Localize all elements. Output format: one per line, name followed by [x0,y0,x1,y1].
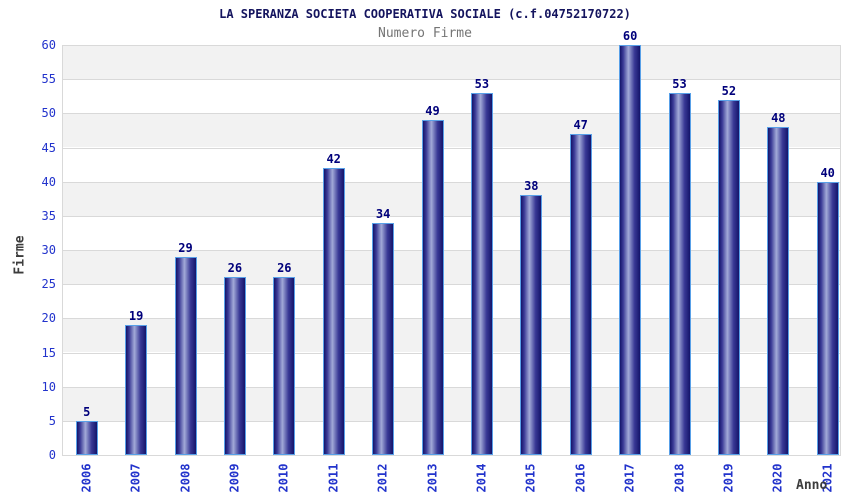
bar-value-label: 34 [375,206,391,221]
bar-value-label: 42 [326,152,341,166]
plot-border [62,45,63,455]
x-tick-label: 2015 [523,463,538,493]
plot-band [62,79,841,114]
x-tick-label: 2011 [326,463,341,493]
bar-value-label: 47 [573,117,588,132]
bar-2018 [668,92,691,455]
bar-2011 [322,168,345,455]
x-tick-label: 2016 [573,463,588,493]
bar-value-label: 26 [277,261,292,276]
gridline [62,181,841,183]
y-tick-label: 10 [41,379,56,394]
bar-2007 [125,325,148,455]
bar-value-label: 26 [227,261,243,276]
bar-2013 [421,120,444,455]
bar-2020 [767,127,790,455]
bar-2017 [619,45,642,455]
y-axis-label: Firme [12,235,28,275]
gridline [62,147,841,149]
y-tick-label: 0 [48,448,56,462]
x-tick-label: 2017 [622,463,637,493]
gridline [62,455,841,456]
bar-value-label: 5 [83,404,91,419]
bar-value-label: 60 [622,29,638,43]
y-tick-label: 50 [41,106,56,121]
x-axis-label: Anno [796,478,828,493]
bar-2016 [569,133,592,455]
gridline [62,420,841,422]
x-tick-label: 2009 [227,463,242,493]
y-tick-label: 45 [41,140,56,155]
x-tick-label: 2006 [79,463,94,493]
bar-2008 [174,256,197,455]
chart-subtitle: Numero Firme [378,26,472,41]
x-tick-label: 2019 [721,463,736,493]
bar-2015 [520,195,543,455]
bar-value-label: 40 [820,165,835,180]
y-tick-label: 20 [41,311,56,326]
x-tick-label: 2018 [672,463,686,493]
bar-2019 [717,99,740,455]
y-tick-label: 35 [41,208,56,223]
gridline [62,318,841,320]
bar-2009 [223,277,246,455]
gridline [62,284,841,286]
bar-2012 [372,222,395,455]
bar-value-label: 48 [771,111,786,125]
bar-2010 [273,277,296,455]
plot-border [840,45,841,455]
x-tick-label: 2008 [178,463,192,493]
bar-2021 [816,181,839,455]
bar-2014 [470,92,493,455]
y-tick-label: 40 [41,174,56,189]
gridline [62,386,841,388]
gridline [62,79,841,81]
y-tick-label: 5 [48,413,56,428]
bar-value-label: 52 [721,83,737,98]
x-tick-label: 2014 [474,463,489,493]
y-tick-label: 25 [41,277,56,292]
plot-band [62,181,841,216]
y-tick-label: 30 [41,243,56,257]
bar-value-label: 49 [425,104,440,119]
plot-band [62,45,841,80]
x-tick-label: 2013 [425,463,439,493]
gridline [62,352,841,354]
plot-band [62,147,841,182]
bar-value-label: 19 [128,309,144,324]
plot-band [62,113,841,148]
x-tick-label: 2012 [375,463,390,493]
bar-value-label: 29 [178,240,193,255]
gridline [62,113,841,115]
bar-value-label: 53 [474,76,490,91]
x-tick-label: 2020 [770,463,785,493]
plot-band [62,215,841,250]
chart-title: LA SPERANZA SOCIETA COOPERATIVA SOCIALE … [219,7,631,21]
y-tick-label: 60 [41,38,56,52]
gridline [62,45,841,46]
y-tick-label: 55 [41,72,56,87]
bar-2006 [75,420,98,455]
bar-value-label: 38 [524,179,539,194]
gridline [62,250,841,251]
gridline [62,215,841,217]
x-tick-label: 2010 [276,463,291,493]
y-tick-label: 15 [41,345,56,360]
x-tick-label: 2007 [128,463,143,493]
bar-value-label: 53 [672,76,687,91]
